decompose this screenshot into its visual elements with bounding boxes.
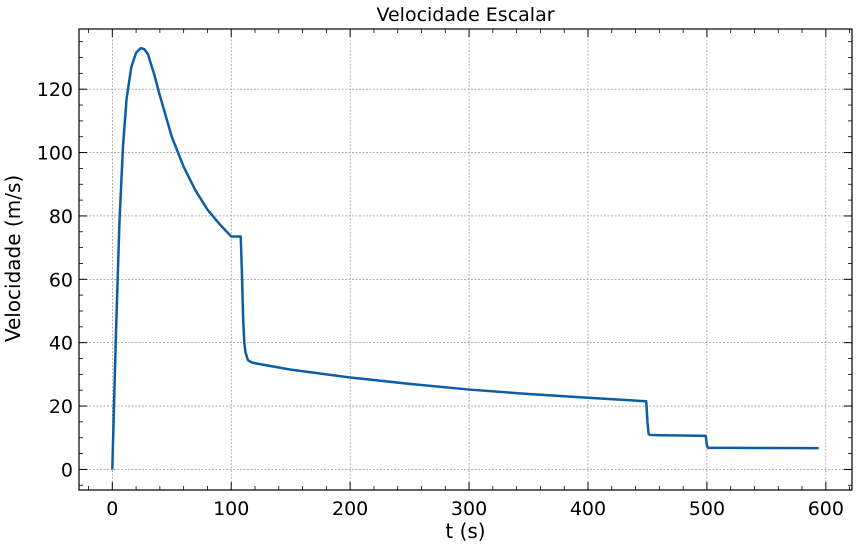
y-axis-title: Velocidade (m/s) xyxy=(1,175,25,342)
y-tick-labels: 0 20 40 60 80 100 120 xyxy=(37,79,73,481)
x-tick-label: 500 xyxy=(689,498,725,520)
grid xyxy=(79,29,852,490)
y-tick-label: 120 xyxy=(37,79,73,101)
plot-frame xyxy=(78,28,853,491)
x-tick-labels: 0 100 200 300 400 500 600 xyxy=(106,498,844,520)
x-axis-title: t (s) xyxy=(445,519,485,543)
x-tick-label: 600 xyxy=(808,498,844,520)
chart-title: Velocidade Escalar xyxy=(376,4,554,26)
x-tick-label: 400 xyxy=(570,498,606,520)
x-tick-label: 0 xyxy=(106,498,118,520)
y-tick-label: 40 xyxy=(49,333,73,355)
series-layer xyxy=(111,46,819,470)
y-tick-label: 0 xyxy=(61,459,73,481)
x-tick-label: 100 xyxy=(213,498,249,520)
series-line-velocidade xyxy=(111,46,819,470)
x-tick-label: 200 xyxy=(332,498,368,520)
y-tick-label: 80 xyxy=(49,206,73,228)
y-tick-label: 20 xyxy=(49,396,73,418)
tick-marks xyxy=(79,29,852,490)
x-tick-label: 300 xyxy=(451,498,487,520)
y-tick-label: 60 xyxy=(49,269,73,291)
y-tick-label: 100 xyxy=(37,143,73,165)
